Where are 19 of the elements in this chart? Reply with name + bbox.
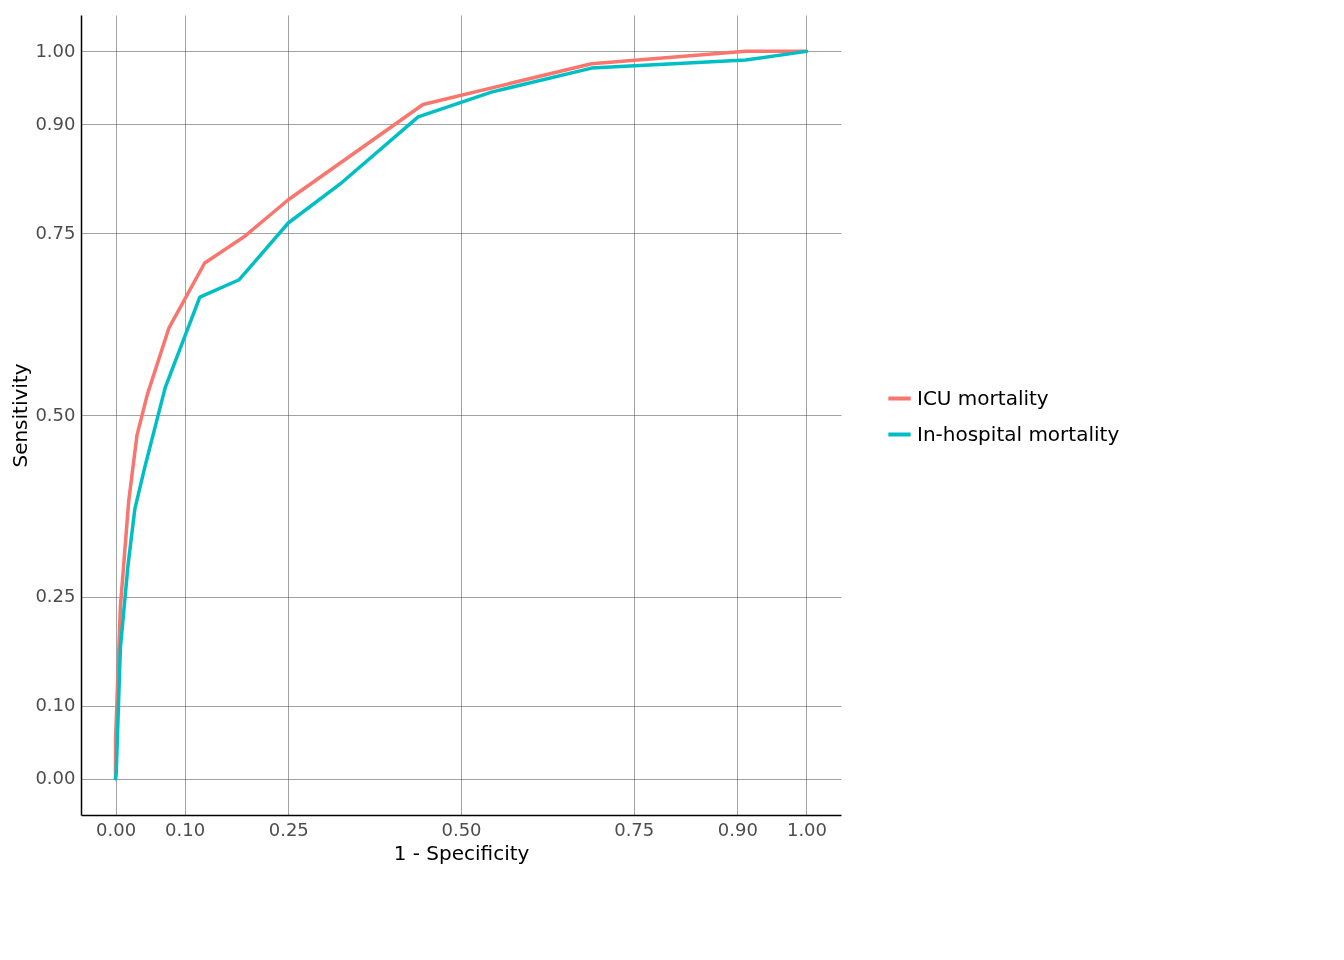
x-tick-label: 0.90 (717, 818, 758, 840)
y-tick-label: 0.10 (35, 694, 76, 716)
x-tick-label: 0.10 (165, 818, 206, 840)
y-axis-title: Sensitivity (8, 363, 33, 468)
y-tick-label: 1.00 (35, 39, 76, 61)
x-tick-label: 0.75 (614, 818, 655, 840)
y-tick-label: 0.75 (35, 221, 76, 243)
y-tick-label: 0.50 (35, 403, 76, 425)
x-tick-label: 0.00 (96, 818, 137, 840)
legend-label: ICU mortality (917, 385, 1049, 410)
x-tick-label: 0.25 (268, 818, 309, 840)
y-tick-label: 0.25 (35, 585, 76, 607)
y-tick-label: 0.00 (35, 767, 76, 789)
legend-label: In-hospital mortality (917, 421, 1120, 446)
line-series (113, 49, 809, 781)
x-tick-label: 0.50 (441, 818, 482, 840)
y-tick-label: 0.90 (35, 112, 76, 134)
x-tick-label: 1.00 (786, 818, 827, 840)
x-axis-title: 1 - Specificity (393, 840, 530, 865)
